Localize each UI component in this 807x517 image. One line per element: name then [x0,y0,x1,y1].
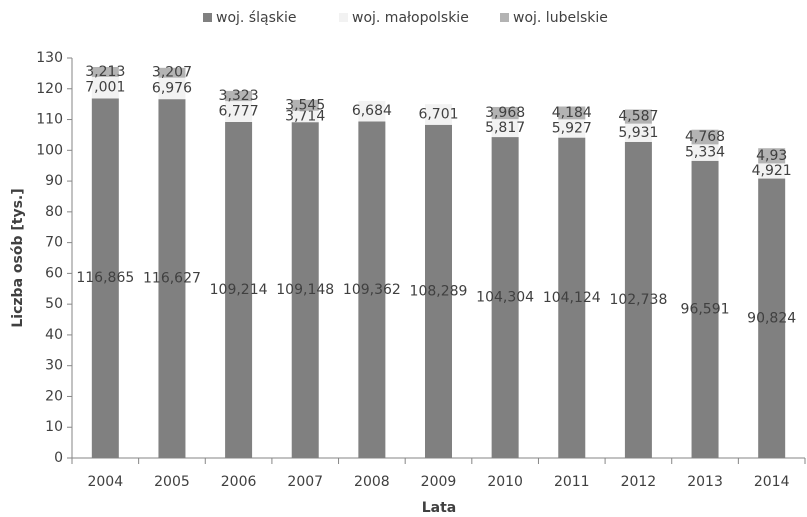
data-label: 6,976 [152,80,192,96]
data-label: 3,323 [219,88,259,104]
data-label: 6,777 [219,104,259,120]
bar-segment [624,109,652,124]
bar-segment [91,98,119,459]
y-tick-label: 120 [36,81,63,97]
bar-segment [691,144,719,161]
y-tick-label: 60 [45,265,63,281]
data-label: 4,921 [752,163,792,179]
x-tick-label: 2013 [687,474,723,490]
y-tick-label: 40 [45,327,63,343]
bar-segment [758,148,786,164]
x-tick-label: 2006 [221,474,257,490]
x-tick-label: 2007 [287,474,323,490]
data-label: 109,214 [210,282,268,298]
bar-segment [291,122,319,458]
data-label: 102,738 [609,292,667,308]
bar-segment [291,110,319,123]
y-tick-label: 80 [45,204,63,220]
data-label: 109,148 [276,282,334,298]
y-tick-label: 130 [36,50,63,66]
data-label: 104,304 [476,290,534,306]
bar-segment [691,129,719,145]
y-tick-label: 90 [45,173,63,189]
bar-segment [225,121,253,459]
y-tick-label: 100 [36,142,63,158]
legend-swatch [500,13,509,22]
bar-segment [425,124,452,459]
data-label: 108,289 [410,283,468,299]
data-label: 5,817 [485,120,525,136]
legend-label: woj. małopolskie [352,10,469,26]
bar-segment [158,77,186,100]
bar-segment [91,76,119,99]
x-tick-label: 2014 [754,474,790,490]
y-tick-label: 70 [45,235,63,251]
data-label: 7,001 [85,80,125,96]
data-label: 3,545 [285,97,325,113]
bar-segment [491,119,519,138]
data-label: 4,184 [552,105,592,121]
data-label: 104,124 [543,290,601,306]
bar-segment [91,66,119,77]
y-tick-label: 30 [45,358,63,374]
bar-segment [291,99,319,111]
data-label: 6,684 [352,103,392,119]
bar-segment [758,163,786,179]
y-tick-label: 0 [54,450,63,466]
y-tick-label: 20 [45,388,63,404]
data-label: 109,362 [343,282,401,298]
data-label: 4,768 [685,129,725,145]
x-tick-label: 2012 [621,474,657,490]
y-axis-label: Liczba osób [tys.] [10,188,26,327]
bar-segment [491,106,519,120]
x-tick-label: 2010 [487,474,523,490]
data-label: 3,968 [485,105,525,121]
data-label: 5,334 [685,145,725,161]
bar-segment [558,137,586,458]
x-tick-label: 2009 [421,474,457,490]
bar-segment [758,178,786,458]
bar-segment [158,99,186,458]
bar-segment [225,90,253,102]
data-label: 5,927 [552,121,592,137]
data-label: 3,207 [152,65,192,81]
bar-segment [358,121,386,459]
bar-segment [225,101,253,122]
data-label: 3,714 [285,108,325,124]
data-label: 4,587 [618,109,658,125]
legend-swatch [339,13,348,22]
data-label: 90,824 [747,310,796,326]
data-label: 5,931 [618,125,658,141]
bar-segment [425,104,452,125]
data-label: 6,701 [418,106,458,122]
bar-segment [491,137,519,458]
data-label: 116,865 [76,270,134,286]
x-tick-label: 2011 [554,474,590,490]
y-tick-label: 10 [45,419,63,435]
x-tick-label: 2005 [154,474,190,490]
bar-segment [558,119,586,138]
data-label: 116,627 [143,271,201,287]
bar-segment [691,160,719,458]
bar-segment [158,67,186,78]
bar-segment [358,100,386,122]
y-tick-label: 50 [45,296,63,312]
legend-label: woj. lubelskie [513,10,608,26]
y-tick-label: 110 [36,112,63,128]
data-label: 96,591 [681,301,730,317]
legend-swatch [203,13,212,22]
data-label: 4,93 [756,148,787,164]
bar-segment [624,123,652,142]
x-tick-label: 2004 [87,474,123,490]
bar-segment [624,141,652,459]
x-axis-label: Lata [422,500,457,516]
x-tick-label: 2008 [354,474,390,490]
data-label: 3,213 [85,64,125,80]
legend-label: woj. śląskie [216,10,296,26]
bar-segment [558,106,586,120]
